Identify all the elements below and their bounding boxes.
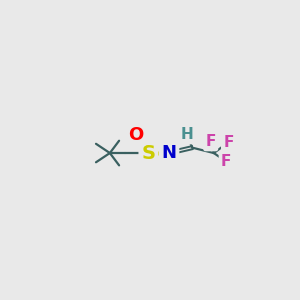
Text: N: N xyxy=(162,144,177,162)
Text: F: F xyxy=(223,135,234,150)
Text: F: F xyxy=(206,134,216,149)
Text: S: S xyxy=(141,143,155,163)
Text: H: H xyxy=(181,127,193,142)
Text: F: F xyxy=(221,154,231,169)
Text: O: O xyxy=(128,126,144,144)
